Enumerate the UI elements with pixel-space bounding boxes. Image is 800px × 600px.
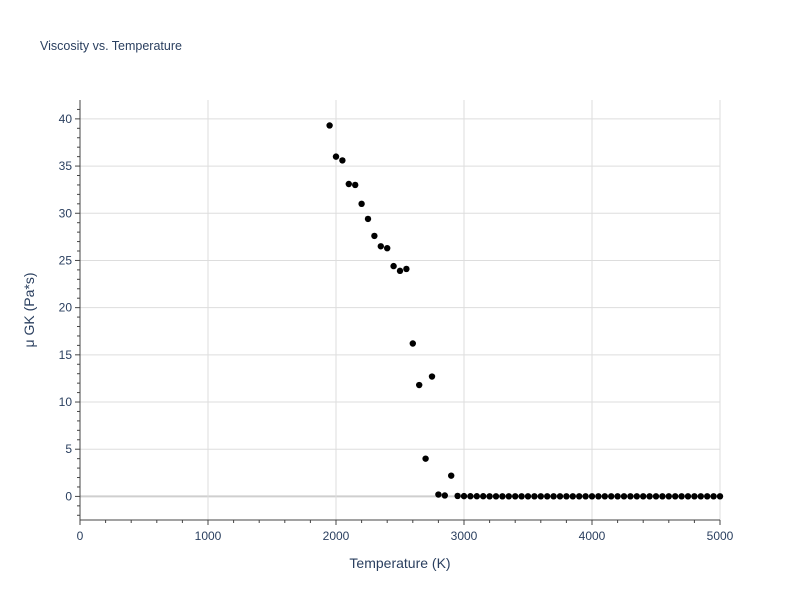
data-point [601,493,608,500]
data-point [486,493,493,500]
data-point [480,493,487,500]
y-tick-label: 40 [59,112,73,126]
data-point [582,493,589,500]
data-point [473,493,480,500]
y-tick-label: 25 [59,253,73,267]
data-point [531,493,538,500]
data-point [646,493,653,500]
data-point [678,493,685,500]
data-point [441,492,448,499]
data-point [576,493,583,500]
data-point [710,493,717,500]
data-point [422,455,429,462]
data-point [403,265,410,273]
y-tick-label: 15 [59,348,73,362]
data-point [384,244,391,252]
data-point [684,493,692,500]
data-point [377,243,384,250]
data-point [428,373,436,380]
x-axis-title: Temperature (K) [349,555,450,571]
data-point [588,493,596,500]
y-axis-title: μ GK (Pa*s) [21,273,37,348]
data-point [339,157,346,164]
data-point [499,493,506,500]
data-point [505,493,512,500]
data-point [492,493,500,500]
data-point [672,493,679,500]
data-point [556,493,564,500]
data-point [352,181,359,189]
y-tick-label: 30 [59,206,73,220]
chart-title: Viscosity vs. Temperature [40,39,182,53]
x-tick-label: 2000 [323,529,350,543]
data-point [460,492,468,500]
grid-lines [80,100,721,520]
data-point [627,493,634,500]
x-tick-label: 4000 [579,529,606,543]
data-point [697,493,704,500]
axes [75,100,721,525]
data-point [435,491,442,498]
data-point [371,232,378,240]
data-point [390,262,397,270]
data-point [659,493,666,500]
data-point [608,493,615,500]
y-tick-label: 5 [65,442,72,456]
data-point [691,493,698,500]
x-tick-label: 1000 [195,529,222,543]
data-point [409,340,416,347]
y-tick-label: 0 [65,489,72,503]
data-point [512,493,519,500]
tick-labels: 0 5 10 15 20 25 30 35 40 0 1000 2000 3000 4000 5000 [59,112,734,543]
data-point [569,493,576,500]
data-point [620,493,628,500]
data-point [467,493,474,500]
data-point [396,267,404,275]
data-point [544,493,551,500]
data-point [595,493,602,500]
data-point [416,381,423,389]
data-point [665,493,672,500]
y-tick-label: 10 [59,395,73,409]
data-point [652,493,660,500]
data-point [716,493,724,500]
data-point [358,200,365,208]
data-points [326,122,724,500]
data-point [550,493,557,500]
data-point [704,493,711,500]
data-point [364,215,372,223]
data-point [326,122,333,129]
data-point [518,493,525,500]
data-point [614,493,621,500]
data-point [524,493,532,500]
x-tick-label: 3000 [451,529,478,543]
data-point [332,153,340,160]
data-point [563,493,570,500]
data-point [640,493,647,500]
data-point [537,493,544,500]
y-tick-label: 20 [59,301,73,315]
data-point [633,493,640,500]
data-point [448,472,455,479]
y-tick-label: 35 [59,159,73,173]
data-point [345,180,352,188]
x-tick-label: 0 [77,529,84,543]
data-point [454,492,461,500]
x-tick-label: 5000 [707,529,734,543]
